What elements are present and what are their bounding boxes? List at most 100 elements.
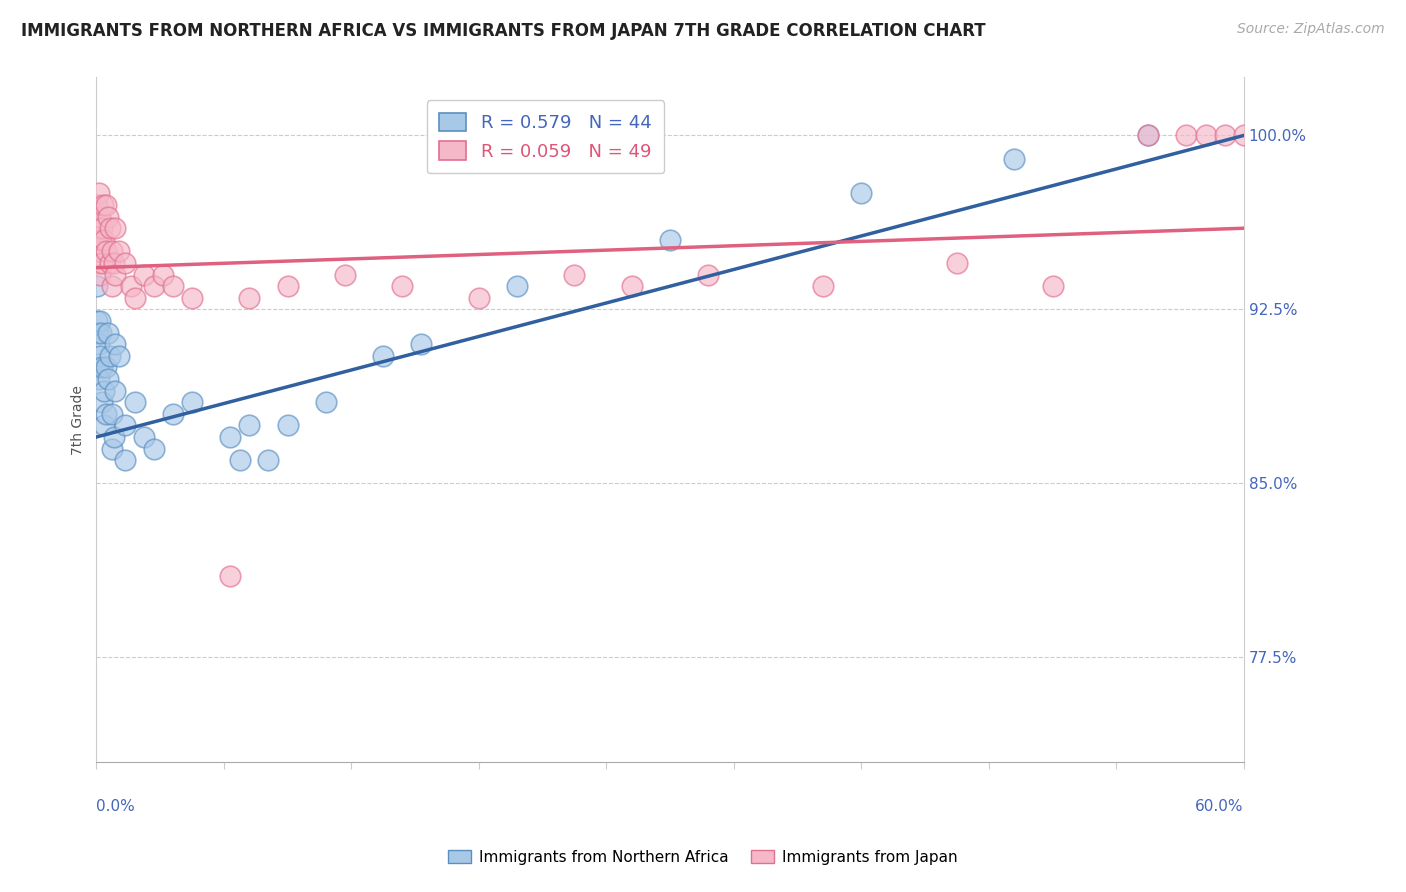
- Point: [91, 395, 114, 409]
- Point: [89, 210, 111, 224]
- Point: [86, 314, 108, 328]
- Point: [134, 430, 156, 444]
- Point: [1233, 128, 1256, 143]
- Legend: Immigrants from Northern Africa, Immigrants from Japan: Immigrants from Northern Africa, Immigra…: [443, 844, 963, 871]
- Point: [108, 349, 131, 363]
- Point: [104, 337, 127, 351]
- Point: [104, 221, 127, 235]
- Point: [114, 418, 136, 433]
- Point: [391, 279, 413, 293]
- Point: [120, 279, 142, 293]
- Point: [124, 291, 146, 305]
- Point: [1175, 128, 1198, 143]
- Point: [91, 198, 114, 212]
- Point: [87, 360, 110, 375]
- Point: [87, 256, 110, 270]
- Point: [100, 407, 122, 421]
- Point: [219, 569, 242, 583]
- Point: [100, 279, 122, 293]
- Point: [1137, 128, 1160, 143]
- Point: [97, 372, 120, 386]
- Point: [238, 291, 260, 305]
- Point: [89, 337, 111, 351]
- Point: [89, 349, 111, 363]
- Point: [697, 268, 720, 282]
- Point: [103, 430, 125, 444]
- Point: [181, 291, 204, 305]
- Point: [93, 384, 115, 398]
- Point: [90, 233, 112, 247]
- Point: [86, 198, 108, 212]
- Point: [229, 453, 252, 467]
- Point: [851, 186, 873, 201]
- Point: [87, 326, 110, 340]
- Point: [162, 279, 184, 293]
- Point: [104, 384, 127, 398]
- Point: [142, 279, 165, 293]
- Point: [468, 291, 491, 305]
- Point: [162, 407, 184, 421]
- Point: [98, 349, 121, 363]
- Point: [124, 395, 146, 409]
- Point: [333, 268, 356, 282]
- Point: [91, 221, 114, 235]
- Point: [152, 268, 174, 282]
- Point: [181, 395, 204, 409]
- Point: [91, 360, 114, 375]
- Point: [89, 314, 111, 328]
- Point: [97, 326, 120, 340]
- Point: [93, 418, 115, 433]
- Point: [659, 233, 682, 247]
- Point: [411, 337, 433, 351]
- Point: [100, 244, 122, 259]
- Point: [257, 453, 280, 467]
- Text: IMMIGRANTS FROM NORTHERN AFRICA VS IMMIGRANTS FROM JAPAN 7TH GRADE CORRELATION C: IMMIGRANTS FROM NORTHERN AFRICA VS IMMIG…: [21, 22, 986, 40]
- Point: [277, 418, 299, 433]
- Point: [277, 279, 299, 293]
- Text: 0.0%: 0.0%: [97, 799, 135, 814]
- Point: [100, 442, 122, 456]
- Point: [114, 256, 136, 270]
- Legend: R = 0.579   N = 44, R = 0.059   N = 49: R = 0.579 N = 44, R = 0.059 N = 49: [426, 100, 664, 173]
- Point: [94, 407, 117, 421]
- Point: [811, 279, 834, 293]
- Point: [89, 372, 111, 386]
- Point: [1002, 152, 1025, 166]
- Point: [90, 326, 112, 340]
- Text: 60.0%: 60.0%: [1195, 799, 1244, 814]
- Point: [564, 268, 586, 282]
- Point: [94, 198, 117, 212]
- Point: [373, 349, 395, 363]
- Text: Source: ZipAtlas.com: Source: ZipAtlas.com: [1237, 22, 1385, 37]
- Point: [86, 279, 108, 293]
- Point: [89, 244, 111, 259]
- Point: [114, 453, 136, 467]
- Point: [97, 210, 120, 224]
- Point: [1213, 128, 1236, 143]
- Point: [94, 360, 117, 375]
- Point: [98, 221, 121, 235]
- Point: [87, 221, 110, 235]
- Point: [134, 268, 156, 282]
- Point: [89, 186, 111, 201]
- Point: [86, 233, 108, 247]
- Point: [94, 244, 117, 259]
- Point: [238, 418, 260, 433]
- Point: [946, 256, 969, 270]
- Point: [103, 256, 125, 270]
- Point: [620, 279, 643, 293]
- Point: [89, 268, 111, 282]
- Point: [219, 430, 242, 444]
- Point: [315, 395, 337, 409]
- Point: [93, 233, 115, 247]
- Point: [104, 268, 127, 282]
- Point: [98, 256, 121, 270]
- Y-axis label: 7th Grade: 7th Grade: [72, 384, 86, 455]
- Point: [108, 244, 131, 259]
- Point: [1137, 128, 1160, 143]
- Point: [142, 442, 165, 456]
- Point: [506, 279, 529, 293]
- Point: [91, 256, 114, 270]
- Point: [1194, 128, 1216, 143]
- Point: [1042, 279, 1064, 293]
